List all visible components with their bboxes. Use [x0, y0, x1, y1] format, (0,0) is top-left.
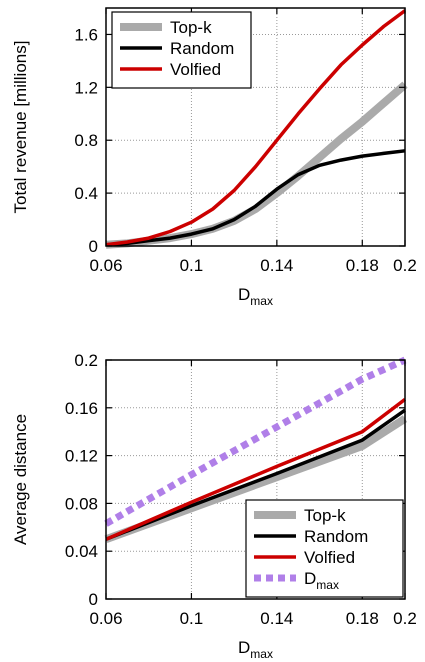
series-line-random — [105, 149, 406, 247]
series-line-volfied — [105, 9, 407, 247]
x-axis-label: Dmax — [238, 638, 273, 661]
legend: Top-k Random Volfied Dmax — [245, 499, 404, 598]
x-tick-label: 0.1 — [180, 609, 204, 628]
chart-panel-1: 0.06 0.1 0.14 0.18 0.2 0 0.4 0.8 1.2 1.6 Dmax Total… — [11, 7, 417, 308]
x-tick-label: 0.06 — [89, 609, 122, 628]
x-tick-label: 0.18 — [346, 256, 379, 275]
x-tick-label: 0.2 — [393, 256, 417, 275]
y-tick-label: 1.6 — [74, 25, 98, 44]
legend-label: Random — [170, 39, 234, 58]
x-tick-label: 0.14 — [260, 256, 293, 275]
y-tick-label: 0.16 — [65, 399, 98, 418]
legend-label: Top-k — [170, 18, 212, 37]
y-tick-label: 0 — [89, 590, 98, 609]
legend-label: Dmax — [304, 569, 339, 592]
y-axis-label: Total revenue [millions] — [11, 41, 30, 214]
x-tick-label: 0.06 — [89, 256, 122, 275]
legend-label: Volfied — [304, 548, 355, 567]
legend-label: Top-k — [304, 506, 346, 525]
x-tick-label: 0.14 — [260, 609, 293, 628]
x-axis-label: Dmax — [238, 285, 273, 308]
y-tick-label: 0 — [89, 237, 98, 256]
legend-label: Volfied — [170, 60, 221, 79]
series-line-random — [105, 408, 407, 541]
chart-panel-2: 0.06 0.1 0.14 0.18 0.2 0 0.04 0.08 0.12 0.16 0.2 Dm… — [11, 351, 417, 661]
y-tick-label: 0.2 — [74, 351, 98, 370]
y-tick-label: 0.04 — [65, 542, 98, 561]
y-tick-label: 0.08 — [65, 494, 98, 513]
x-tick-label: 0.18 — [346, 609, 379, 628]
x-tick-label: 0.1 — [180, 256, 204, 275]
legend: Top-k Random Volfied — [111, 11, 252, 89]
series-line-volfied — [105, 398, 407, 541]
plot-frame — [105, 7, 406, 247]
legend-label: Random — [304, 527, 368, 546]
series-line-d — [104, 356, 407, 527]
y-tick-label: 1.2 — [74, 78, 98, 97]
y-tick-label: 0.4 — [74, 184, 98, 203]
plot-frame — [105, 359, 406, 600]
y-axis-label: Average distance — [11, 414, 30, 545]
y-tick-label: 0.12 — [65, 447, 98, 466]
x-tick-label: 0.2 — [393, 609, 417, 628]
y-tick-label: 0.8 — [74, 131, 98, 150]
